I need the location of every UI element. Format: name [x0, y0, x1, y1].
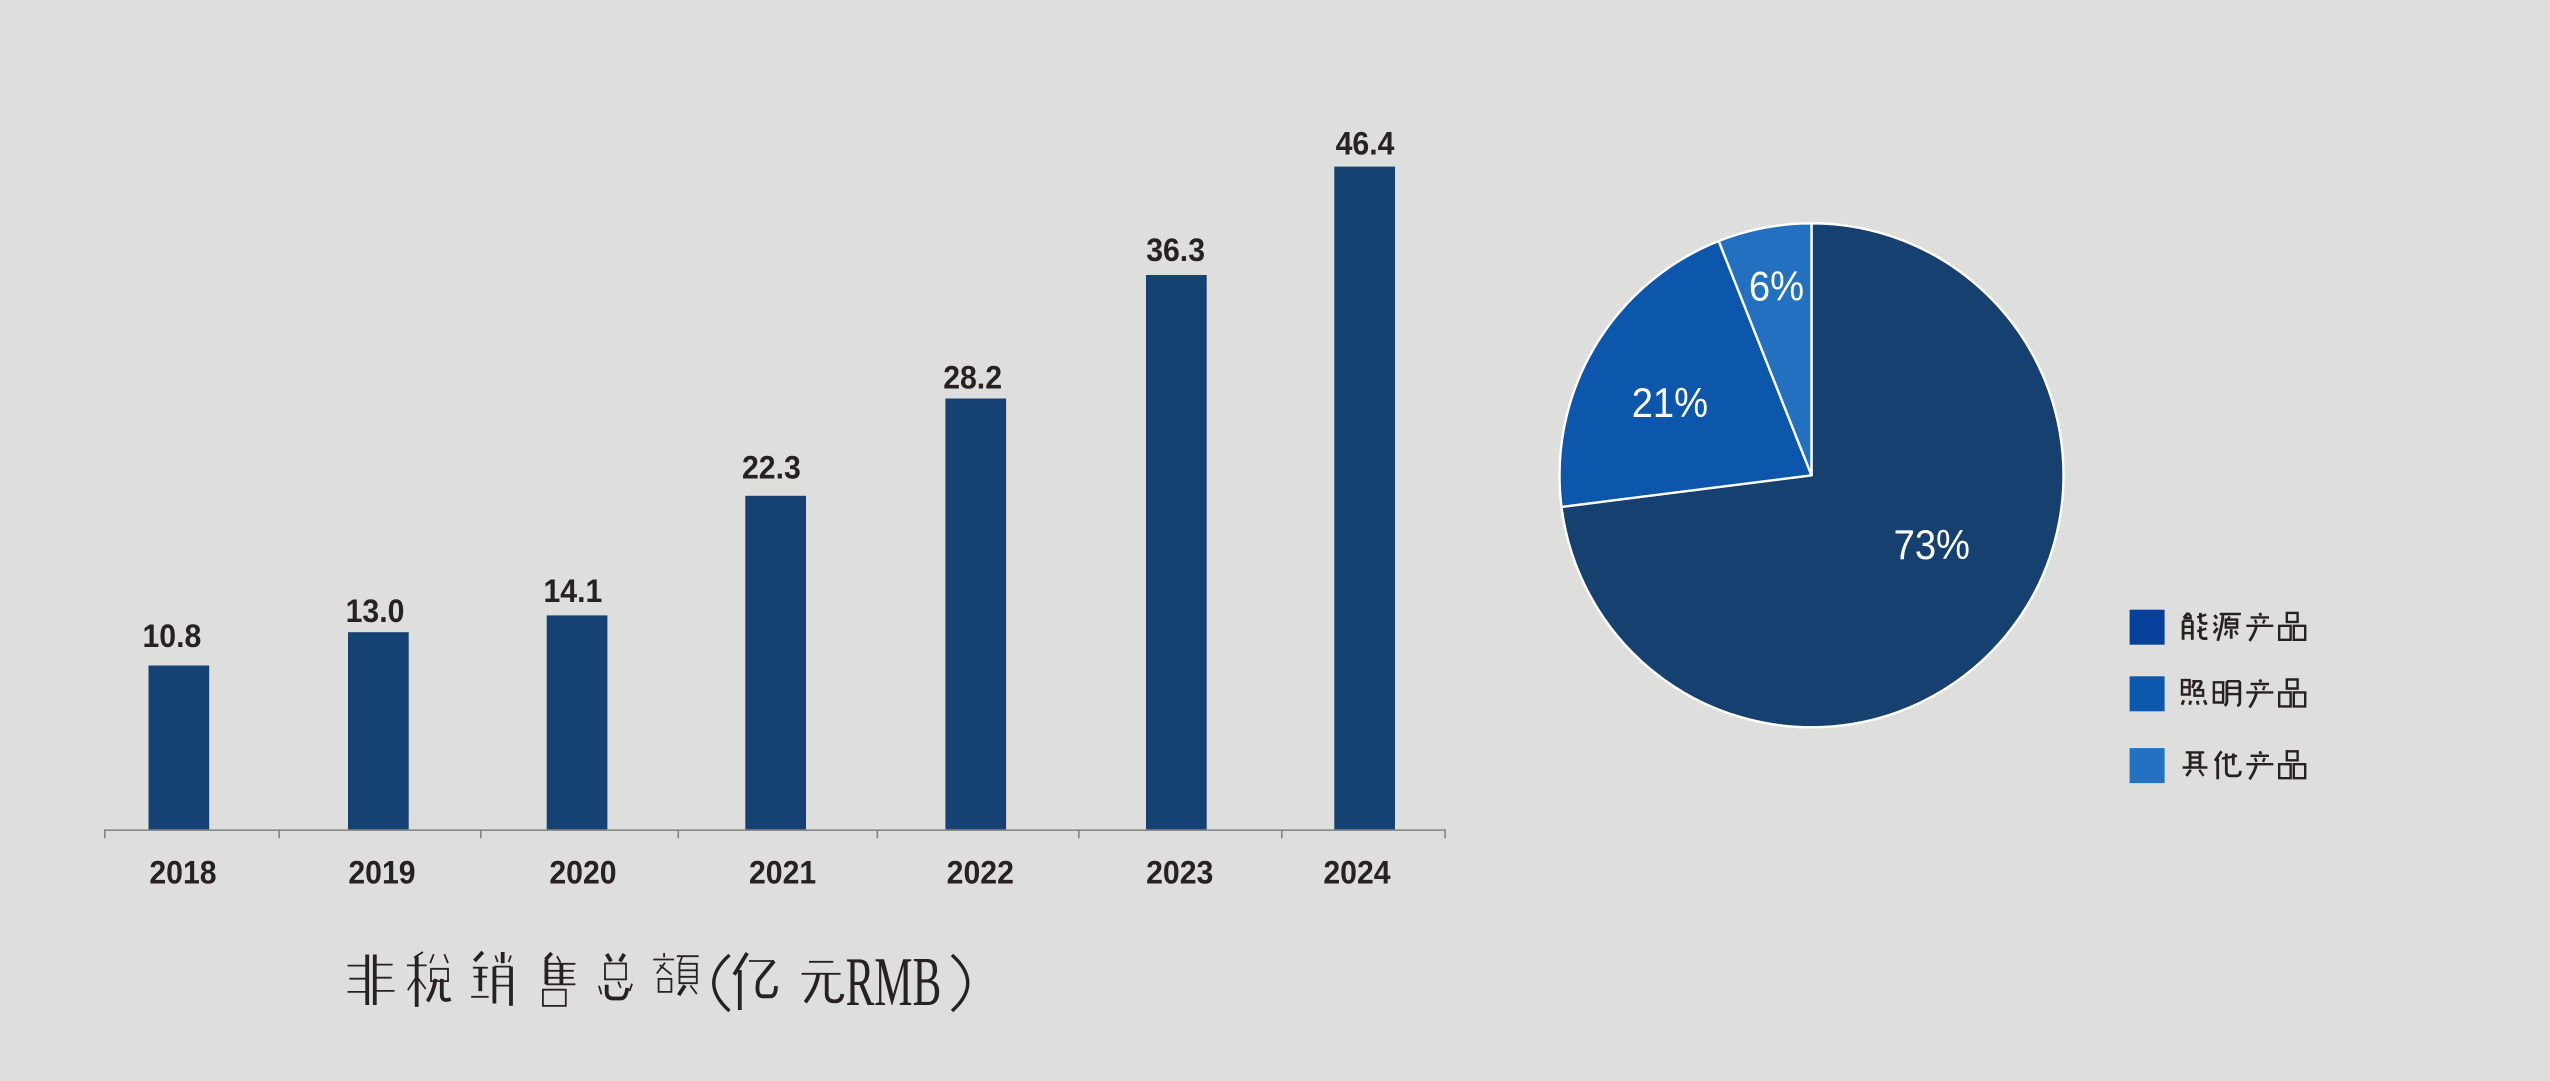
svg-text:36.3: 36.3: [1146, 232, 1205, 268]
svg-text:46.4: 46.4: [1336, 125, 1395, 161]
svg-text:73%: 73%: [1894, 522, 1970, 568]
svg-text:2018: 2018: [149, 855, 216, 891]
svg-text:28.2: 28.2: [943, 359, 1002, 395]
svg-text:2020: 2020: [549, 855, 616, 891]
svg-text:10.8: 10.8: [142, 618, 201, 654]
svg-text:21%: 21%: [1632, 381, 1708, 427]
svg-text:RMB: RMB: [846, 943, 942, 1021]
svg-text:2024: 2024: [1323, 855, 1391, 891]
svg-text:22.3: 22.3: [742, 450, 801, 486]
svg-text:2023: 2023: [1146, 855, 1213, 891]
svg-text:6%: 6%: [1749, 264, 1804, 310]
svg-text:2021: 2021: [749, 855, 816, 891]
svg-text:13.0: 13.0: [346, 593, 405, 629]
svg-text:14.1: 14.1: [543, 573, 602, 609]
svg-text:2019: 2019: [348, 855, 415, 891]
svg-text:2022: 2022: [947, 855, 1014, 891]
